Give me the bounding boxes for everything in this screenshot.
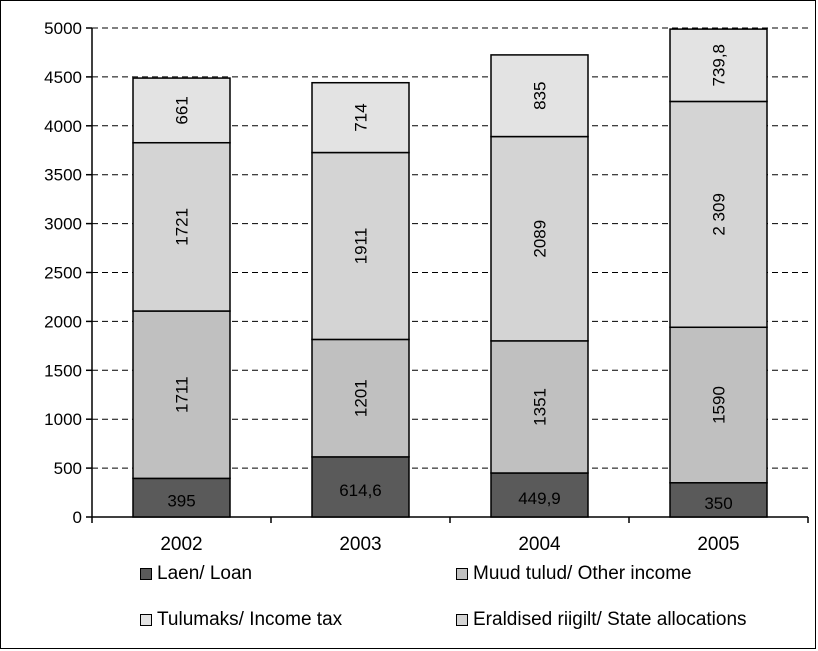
data-label-2004-series-0: 449,9 [518, 489, 561, 508]
legend-swatch-1 [456, 568, 468, 580]
data-label-2003-series-3: 714 [352, 103, 371, 131]
data-label-2002-series-1: 1711 [173, 376, 192, 413]
x-tick-label-2002: 2002 [160, 534, 202, 555]
data-label-2002-series-3: 661 [173, 96, 192, 124]
bar-2005-series-2 [669, 100, 768, 329]
legend-item-3: Eraldised riigilt/ State allocations [456, 609, 747, 631]
y-tick-label-5000: 5000 [44, 19, 82, 38]
y-tick-label-3000: 3000 [44, 215, 82, 234]
x-tick-label-2004: 2004 [518, 534, 561, 555]
data-label-2003-series-1: 1201 [352, 379, 371, 417]
data-label-2004-series-1: 1351 [531, 388, 550, 426]
y-tick-label-2000: 2000 [44, 312, 82, 331]
legend-item-2: Tulumaks/ Income tax [140, 609, 342, 631]
legend-item-0: Laen/ Loan [140, 563, 252, 585]
x-tick-label-2003: 2003 [339, 534, 381, 555]
legend-label-3: Eraldised riigilt/ State allocations [473, 609, 747, 630]
bar-2005-series-3 [669, 28, 768, 103]
bar-2002-series-3 [132, 77, 231, 144]
legend-swatch-3 [456, 614, 468, 626]
legend-label-1: Muud tulud/ Other income [473, 563, 692, 584]
bar-2003-series-3 [311, 81, 410, 154]
bar-2005-series-1 [669, 326, 768, 484]
y-tick-label-2500: 2500 [44, 264, 82, 283]
bar-2003-series-0 [311, 456, 410, 518]
data-label-2002-series-2: 1721 [173, 208, 192, 246]
data-label-2005-series-2: 2 309 [710, 193, 729, 236]
y-tick-label-0: 0 [73, 508, 82, 527]
data-label-2005-series-3: 739,8 [710, 44, 729, 87]
y-tick-label-4000: 4000 [44, 117, 82, 136]
data-label-2004-series-2: 2089 [531, 220, 550, 258]
data-label-2003-series-0: 614,6 [339, 481, 382, 500]
data-label-2004-series-3: 835 [531, 82, 550, 110]
bar-2002-series-2 [132, 141, 231, 312]
legend-label-0: Laen/ Loan [157, 563, 253, 584]
y-tick-label-500: 500 [54, 459, 82, 478]
data-label-2005-series-0: 350 [704, 494, 732, 513]
bar-2004-series-2 [490, 135, 589, 342]
bar-2004-series-1 [490, 340, 589, 474]
bar-2003-series-2 [311, 151, 410, 341]
legend-swatch-0 [140, 568, 152, 580]
bar-2005-series-0 [669, 482, 768, 518]
chart-legend: Laen/ Loan Muud tulud/ Other income Tuluma… [140, 563, 800, 643]
stacked-bar-chart: 0 500 1000 1500 2000 2500 3000 3500 4000 4500 5000… [44, 19, 809, 555]
legend-swatch-2 [140, 614, 152, 626]
bar-2002-series-1 [132, 310, 231, 480]
y-tick-label-1000: 1000 [44, 410, 82, 429]
bar-2004-series-3 [490, 54, 589, 138]
data-label-2005-series-1: 1590 [710, 386, 729, 424]
data-label-2002-series-0: 395 [167, 492, 195, 511]
data-label-2003-series-2: 1911 [352, 228, 371, 265]
x-tick-label-2005: 2005 [697, 534, 739, 555]
y-tick-label-1500: 1500 [44, 361, 82, 380]
legend-item-1: Muud tulud/ Other income [456, 563, 692, 585]
legend-label-2: Tulumaks/ Income tax [157, 609, 343, 630]
y-tick-label-4500: 4500 [44, 68, 82, 87]
bar-2004-series-0 [490, 472, 589, 518]
y-tick-label-3500: 3500 [44, 166, 82, 185]
